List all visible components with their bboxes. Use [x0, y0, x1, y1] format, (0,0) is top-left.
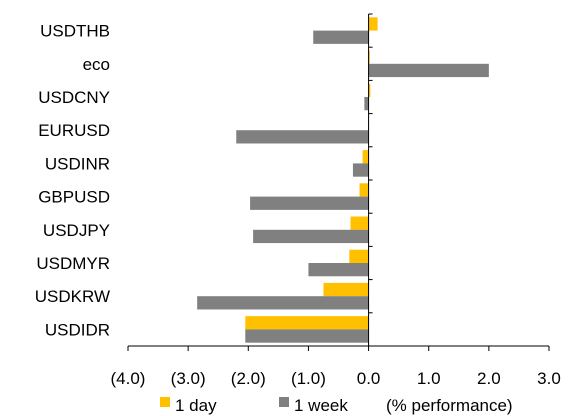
category-label-usdcny: USDCNY: [38, 88, 110, 107]
axes: [127, 13, 550, 351]
x-tick-label: (3.0): [171, 369, 206, 388]
category-label-usdinr: USDINR: [45, 154, 110, 173]
category-label-usdmyr: USDMYR: [36, 254, 110, 273]
x-tick-label: (4.0): [111, 369, 146, 388]
bar-usdcny-1-day: [368, 83, 371, 97]
x-tick-label: 2.0: [477, 369, 501, 388]
bars: [197, 17, 489, 343]
category-label-usdkrw: USDKRW: [35, 287, 110, 306]
bar-usdthb-1-week: [313, 30, 369, 44]
bar-usdinr-1-week: [352, 163, 369, 177]
bar-eco-1-day: [368, 50, 370, 64]
bar-usdkrw-1-week: [197, 296, 369, 310]
bar-usdidr-1-week: [245, 329, 369, 343]
x-tick-labels: (4.0) (3.0) (2.0) (1.0) 0.0 1.0 2.0 3.0: [111, 369, 561, 388]
bar-usdidr-1-day: [245, 316, 369, 330]
x-tick-label: 3.0: [537, 369, 561, 388]
category-label-eco: eco: [83, 55, 110, 74]
x-tick-label: 1.0: [417, 369, 441, 388]
bar-usdmyr-1-week: [308, 263, 369, 277]
bar-gbpusd-1-day: [359, 183, 369, 197]
legend-swatch-1-week: [279, 397, 289, 407]
bar-gbpusd-1-week: [250, 196, 369, 210]
bar-eurusd-1-week: [236, 130, 369, 144]
bar-eco-1-week: [368, 63, 489, 78]
legend-label-1-week: 1 week: [294, 396, 348, 415]
category-label-eurusd: EURUSD: [38, 121, 110, 140]
bar-usdthb-1-day: [368, 17, 378, 31]
bar-usdkrw-1-day: [323, 282, 369, 297]
x-tick-label: (1.0): [291, 369, 326, 388]
bar-usdcny-1-week: [364, 97, 369, 111]
x-axis-label: (% performance): [386, 396, 513, 415]
legend-label-1-day: 1 day: [175, 396, 217, 415]
legend-swatch-1-day: [160, 397, 170, 407]
x-tick-label: (2.0): [231, 369, 266, 388]
category-label-usdjpy: USDJPY: [43, 221, 110, 240]
category-label-gbpusd: GBPUSD: [38, 188, 110, 207]
category-label-usdidr: USDIDR: [45, 320, 110, 339]
bar-usdjpy-1-day: [350, 216, 369, 230]
category-labels: USDTHB eco USDCNY EURUSD USDINR GBPUSD USDJPY U…: [35, 22, 110, 340]
x-tick-label: 0.0: [357, 369, 381, 388]
legend: 1 day 1 week (% performance): [160, 396, 513, 415]
bar-usdmyr-1-day: [349, 249, 369, 263]
bar-usdinr-1-day: [362, 150, 369, 164]
bar-usdjpy-1-week: [253, 229, 369, 244]
category-label-usdthb: USDTHB: [40, 22, 110, 41]
